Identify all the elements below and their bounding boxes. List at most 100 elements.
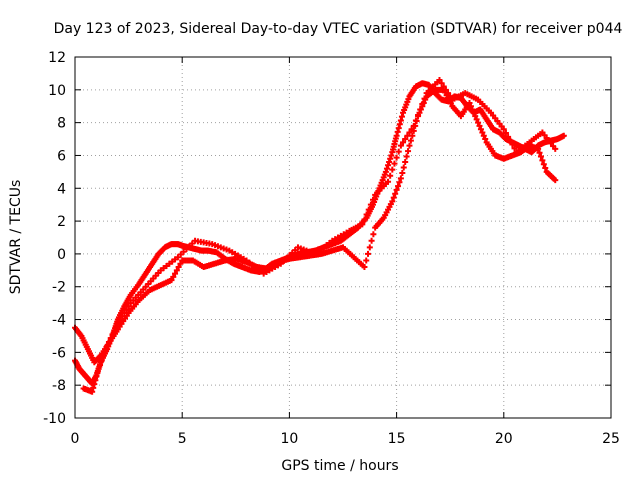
data-point — [99, 354, 106, 361]
data-point — [472, 113, 479, 120]
data-point — [97, 361, 104, 368]
data-point — [398, 113, 405, 120]
data-point — [403, 153, 410, 160]
y-axis-label: SDTVAR / TECUs — [8, 180, 24, 295]
data-point — [505, 133, 512, 140]
data-point — [397, 175, 404, 182]
data-point — [421, 95, 428, 102]
data-point — [173, 267, 180, 274]
data-point — [406, 129, 413, 136]
y-tick-label: -4 — [52, 313, 66, 329]
chart-title: Day 123 of 2023, Sidereal Day-to-day VTE… — [54, 21, 623, 37]
data-point — [89, 388, 96, 395]
data-point — [440, 83, 447, 90]
x-tick-label: 0 — [71, 431, 80, 447]
data-point — [500, 126, 507, 133]
data-point — [390, 194, 397, 201]
data-point — [400, 164, 407, 171]
data-point — [104, 342, 111, 349]
data-point — [537, 153, 544, 160]
data-point — [397, 117, 404, 124]
y-tick-label: 8 — [57, 116, 66, 132]
data-point — [393, 186, 400, 193]
data-point — [391, 160, 398, 167]
data-point — [359, 221, 366, 228]
series-sdtvar-3 — [80, 76, 559, 395]
data-point — [399, 169, 406, 176]
data-point — [393, 154, 400, 161]
data-point — [466, 99, 473, 106]
data-point — [408, 126, 415, 133]
data-point — [511, 145, 518, 152]
data-point — [509, 141, 516, 148]
y-tick-label: 4 — [57, 181, 66, 197]
data-point — [397, 142, 404, 149]
data-point — [419, 101, 426, 108]
data-point — [387, 172, 394, 179]
data-point — [93, 373, 100, 380]
data-point — [175, 264, 182, 271]
data-point — [123, 306, 130, 313]
series-sdtvar-2 — [72, 86, 559, 366]
y-tick-label: 12 — [48, 50, 66, 66]
data-point — [417, 106, 424, 113]
data-point — [502, 130, 509, 137]
data-point — [365, 206, 372, 213]
data-point — [447, 93, 454, 100]
x-tick-label: 25 — [602, 431, 620, 447]
data-point — [125, 303, 132, 310]
data-point — [386, 159, 393, 166]
data-point — [480, 132, 487, 139]
y-tick-label: -10 — [43, 411, 66, 427]
data-point — [470, 109, 477, 116]
data-point — [385, 178, 392, 185]
grid-layer — [75, 57, 611, 418]
data-point — [385, 162, 392, 169]
data-point — [370, 231, 377, 238]
data-point — [114, 319, 121, 326]
data-layer — [72, 76, 567, 395]
data-point — [410, 122, 417, 129]
data-point — [473, 116, 480, 123]
data-point — [177, 260, 184, 267]
y-tick-label: 2 — [57, 214, 66, 230]
data-point — [394, 128, 401, 135]
data-point — [107, 335, 114, 342]
data-point — [409, 132, 416, 139]
data-point — [475, 119, 482, 126]
data-point — [363, 257, 370, 264]
data-point — [170, 273, 177, 280]
data-point — [552, 177, 559, 184]
data-point — [172, 270, 179, 277]
data-point — [402, 136, 409, 143]
tick-layer: 0 5 10 15 20 25 -10 -8 -6 -4 -2 0 2 4 6 8 10 12 — [43, 50, 620, 447]
data-point — [415, 111, 422, 118]
data-point — [395, 148, 402, 155]
data-point — [552, 145, 559, 152]
data-point — [507, 137, 514, 144]
data-point — [395, 125, 402, 132]
data-point — [392, 190, 399, 197]
y-tick-label: -8 — [52, 378, 66, 394]
data-point — [111, 327, 118, 334]
data-point — [404, 132, 411, 139]
data-point — [560, 132, 567, 139]
data-point — [102, 346, 109, 353]
data-point — [101, 350, 108, 357]
data-point — [396, 179, 403, 186]
data-point — [388, 152, 395, 159]
x-tick-label: 10 — [280, 431, 298, 447]
data-point — [402, 159, 409, 166]
data-point — [467, 103, 474, 110]
data-point — [436, 76, 443, 83]
data-point — [113, 323, 120, 330]
y-tick-label: -2 — [52, 280, 66, 296]
data-point — [412, 117, 419, 124]
data-point — [90, 384, 97, 391]
plot-frame — [74, 56, 612, 419]
data-point — [536, 149, 543, 156]
data-point — [91, 381, 98, 388]
data-point — [389, 198, 396, 205]
data-point — [105, 338, 112, 345]
data-point — [365, 250, 372, 257]
